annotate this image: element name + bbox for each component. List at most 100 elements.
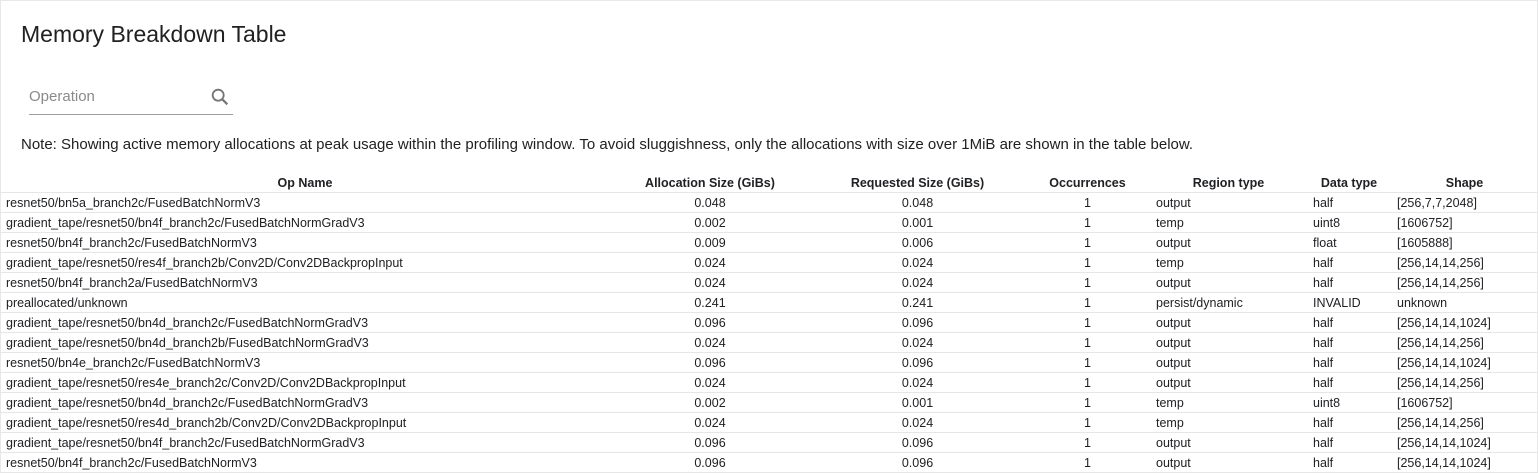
cell-allocation-size: 0.096 xyxy=(610,452,810,473)
cell-requested-size: 0.001 xyxy=(810,212,1025,233)
cell-shape: [256,14,14,256] xyxy=(1391,412,1538,433)
table-row[interactable]: resnet50/bn4f_branch2c/FusedBatchNormV3 0… xyxy=(0,232,1538,253)
table-row[interactable]: gradient_tape/resnet50/bn4f_branch2c/Fus… xyxy=(0,212,1538,233)
column-header-requested-size[interactable]: Requested Size (GiBs) xyxy=(810,173,1025,193)
table-row[interactable]: gradient_tape/resnet50/bn4f_branch2c/Fus… xyxy=(0,432,1538,453)
cell-occurrences: 1 xyxy=(1025,272,1150,293)
table-row[interactable]: preallocated/unknown 0.241 0.241 1 persist/d… xyxy=(0,292,1538,313)
cell-allocation-size: 0.002 xyxy=(610,212,810,233)
table-row[interactable]: gradient_tape/resnet50/res4d_branch2b/Co… xyxy=(0,412,1538,433)
table-row[interactable]: resnet50/bn5a_branch2c/FusedBatchNormV3 0… xyxy=(0,192,1538,213)
page-title: Memory Breakdown Table xyxy=(21,21,287,47)
table-row[interactable]: gradient_tape/resnet50/bn4d_branch2b/Fus… xyxy=(0,332,1538,353)
cell-data-type: INVALID xyxy=(1307,292,1391,313)
memory-breakdown-table: Op Name Allocation Size (GiBs) Requested S… xyxy=(0,173,1538,473)
column-header-occurrences[interactable]: Occurrences xyxy=(1025,173,1150,193)
cell-requested-size: 0.096 xyxy=(810,432,1025,453)
cell-op-name: gradient_tape/resnet50/bn4d_branch2c/Fus… xyxy=(0,312,610,333)
cell-requested-size: 0.048 xyxy=(810,192,1025,213)
table-row[interactable]: gradient_tape/resnet50/res4f_branch2b/Co… xyxy=(0,252,1538,273)
cell-region-type: output xyxy=(1150,332,1307,353)
cell-allocation-size: 0.024 xyxy=(610,252,810,273)
cell-op-name: resnet50/bn5a_branch2c/FusedBatchNormV3 xyxy=(0,192,610,213)
cell-data-type: half xyxy=(1307,412,1391,433)
column-header-data-type[interactable]: Data type xyxy=(1307,173,1391,193)
cell-occurrences: 1 xyxy=(1025,252,1150,273)
cell-shape: [1606752] xyxy=(1391,212,1538,233)
cell-region-type: temp xyxy=(1150,252,1307,273)
cell-data-type: half xyxy=(1307,372,1391,393)
cell-allocation-size: 0.024 xyxy=(610,332,810,353)
cell-allocation-size: 0.024 xyxy=(610,412,810,433)
cell-data-type: half xyxy=(1307,332,1391,353)
cell-occurrences: 1 xyxy=(1025,412,1150,433)
cell-requested-size: 0.024 xyxy=(810,332,1025,353)
cell-shape: [256,14,14,1024] xyxy=(1391,432,1538,453)
column-header-shape[interactable]: Shape xyxy=(1391,173,1538,193)
cell-data-type: float xyxy=(1307,232,1391,253)
cell-requested-size: 0.001 xyxy=(810,392,1025,413)
cell-data-type: half xyxy=(1307,192,1391,213)
column-header-op-name[interactable]: Op Name xyxy=(0,173,610,193)
cell-requested-size: 0.024 xyxy=(810,272,1025,293)
cell-allocation-size: 0.048 xyxy=(610,192,810,213)
search-input[interactable] xyxy=(29,84,199,109)
table-row[interactable]: gradient_tape/resnet50/bn4d_branch2c/Fus… xyxy=(0,312,1538,333)
table-row[interactable]: gradient_tape/resnet50/res4e_branch2c/Co… xyxy=(0,372,1538,393)
cell-allocation-size: 0.096 xyxy=(610,312,810,333)
table-row[interactable]: resnet50/bn4e_branch2c/FusedBatchNormV3 0… xyxy=(0,352,1538,373)
cell-region-type: output xyxy=(1150,232,1307,253)
cell-region-type: output xyxy=(1150,452,1307,473)
cell-op-name: resnet50/bn4e_branch2c/FusedBatchNormV3 xyxy=(0,352,610,373)
cell-op-name: resnet50/bn4f_branch2c/FusedBatchNormV3 xyxy=(0,452,610,473)
column-header-allocation-size[interactable]: Allocation Size (GiBs) xyxy=(610,173,810,193)
cell-occurrences: 1 xyxy=(1025,392,1150,413)
cell-occurrences: 1 xyxy=(1025,212,1150,233)
cell-occurrences: 1 xyxy=(1025,452,1150,473)
cell-region-type: output xyxy=(1150,372,1307,393)
table-row[interactable]: gradient_tape/resnet50/bn4d_branch2c/Fus… xyxy=(0,392,1538,413)
cell-shape: [256,7,7,2048] xyxy=(1391,192,1538,213)
cell-shape: unknown xyxy=(1391,292,1538,313)
cell-data-type: half xyxy=(1307,272,1391,293)
cell-data-type: uint8 xyxy=(1307,392,1391,413)
cell-requested-size: 0.241 xyxy=(810,292,1025,313)
cell-allocation-size: 0.241 xyxy=(610,292,810,313)
cell-shape: [256,14,14,256] xyxy=(1391,332,1538,353)
cell-data-type: half xyxy=(1307,452,1391,473)
cell-op-name: preallocated/unknown xyxy=(0,292,610,313)
cell-requested-size: 0.096 xyxy=(810,352,1025,373)
cell-occurrences: 1 xyxy=(1025,432,1150,453)
cell-op-name: resnet50/bn4f_branch2c/FusedBatchNormV3 xyxy=(0,232,610,253)
cell-occurrences: 1 xyxy=(1025,292,1150,313)
cell-allocation-size: 0.002 xyxy=(610,392,810,413)
cell-shape: [256,14,14,1024] xyxy=(1391,352,1538,373)
cell-shape: [256,14,14,1024] xyxy=(1391,452,1538,473)
cell-data-type: half xyxy=(1307,312,1391,333)
cell-shape: [1605888] xyxy=(1391,232,1538,253)
cell-allocation-size: 0.096 xyxy=(610,432,810,453)
cell-region-type: persist/dynamic xyxy=(1150,292,1307,313)
cell-requested-size: 0.006 xyxy=(810,232,1025,253)
cell-shape: [256,14,14,256] xyxy=(1391,372,1538,393)
cell-op-name: gradient_tape/resnet50/bn4f_branch2c/Fus… xyxy=(0,212,610,233)
cell-region-type: output xyxy=(1150,312,1307,333)
table-row[interactable]: resnet50/bn4f_branch2c/FusedBatchNormV3 0… xyxy=(0,452,1538,473)
operation-search[interactable] xyxy=(29,84,233,115)
table-row[interactable]: resnet50/bn4f_branch2a/FusedBatchNormV3 0… xyxy=(0,272,1538,293)
cell-op-name: gradient_tape/resnet50/res4f_branch2b/Co… xyxy=(0,252,610,273)
cell-region-type: output xyxy=(1150,192,1307,213)
cell-shape: [1606752] xyxy=(1391,392,1538,413)
cell-region-type: output xyxy=(1150,352,1307,373)
cell-requested-size: 0.096 xyxy=(810,312,1025,333)
cell-occurrences: 1 xyxy=(1025,192,1150,213)
cell-region-type: temp xyxy=(1150,212,1307,233)
cell-occurrences: 1 xyxy=(1025,352,1150,373)
cell-region-type: temp xyxy=(1150,412,1307,433)
search-icon[interactable] xyxy=(209,86,231,113)
cell-allocation-size: 0.024 xyxy=(610,272,810,293)
column-header-region-type[interactable]: Region type xyxy=(1150,173,1307,193)
cell-shape: [256,14,14,256] xyxy=(1391,252,1538,273)
cell-data-type: half xyxy=(1307,432,1391,453)
cell-shape: [256,14,14,1024] xyxy=(1391,312,1538,333)
